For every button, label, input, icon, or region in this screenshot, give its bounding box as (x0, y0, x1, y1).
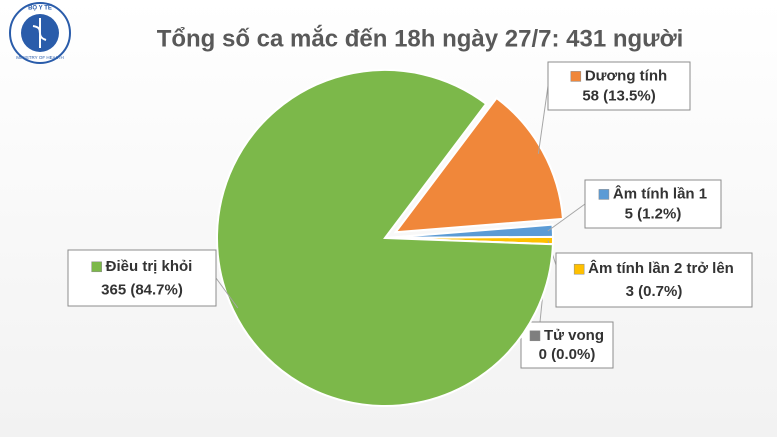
data-label: Tử vong 0 (0.0%) (529, 327, 604, 363)
value-label: 3 (0.7%) (626, 283, 683, 300)
label-box (547, 61, 691, 111)
leader-line (537, 85, 549, 154)
value-label: 365 (84.7%) (101, 281, 183, 298)
pie-slice (216, 69, 554, 407)
label-box (520, 321, 614, 369)
legend-swatch (91, 261, 102, 273)
label-name: Âm tính lần 1 (613, 184, 707, 202)
logo-emblem (32, 18, 47, 48)
legend-swatch (573, 263, 585, 275)
legend-swatch (529, 330, 541, 342)
label-box (584, 179, 722, 229)
label-box (67, 249, 217, 307)
legend-swatch (598, 189, 610, 200)
leader-line (215, 277, 239, 309)
value-label: 5 (1.2%) (625, 206, 682, 223)
data-label: Âm tính lần 2 trở lên 3 (0.7%) (573, 259, 734, 300)
value-label: 0 (0.0%) (539, 346, 596, 363)
logo-top: BỘ Y TẾ (28, 4, 52, 12)
value-label: 58 (13.5%) (582, 88, 655, 105)
data-label: Dương tính 58 (13.5%) (570, 67, 667, 105)
label-name: Âm tính lần 2 trở lên (588, 259, 734, 277)
data-label: Điều trị khỏi 365 (84.7%) (91, 258, 193, 298)
label-name: Dương tính (585, 67, 667, 84)
legend-swatch (570, 71, 582, 82)
label-box (555, 252, 753, 308)
pie-slice (393, 96, 565, 234)
leader-line (547, 203, 586, 232)
label-name: Tử vong (544, 327, 604, 344)
chart-title: Tổng số ca mắc đến 18h ngày 27/7: 431 ng… (157, 24, 684, 52)
label-name: Điều trị khỏi (106, 258, 193, 275)
data-label: Âm tính lần 1 5 (1.2%) (598, 184, 707, 223)
logo: BỘ Y TẾ MINISTRY OF HEALTH (9, 2, 71, 64)
logo-bottom: MINISTRY OF HEALTH (16, 55, 64, 60)
